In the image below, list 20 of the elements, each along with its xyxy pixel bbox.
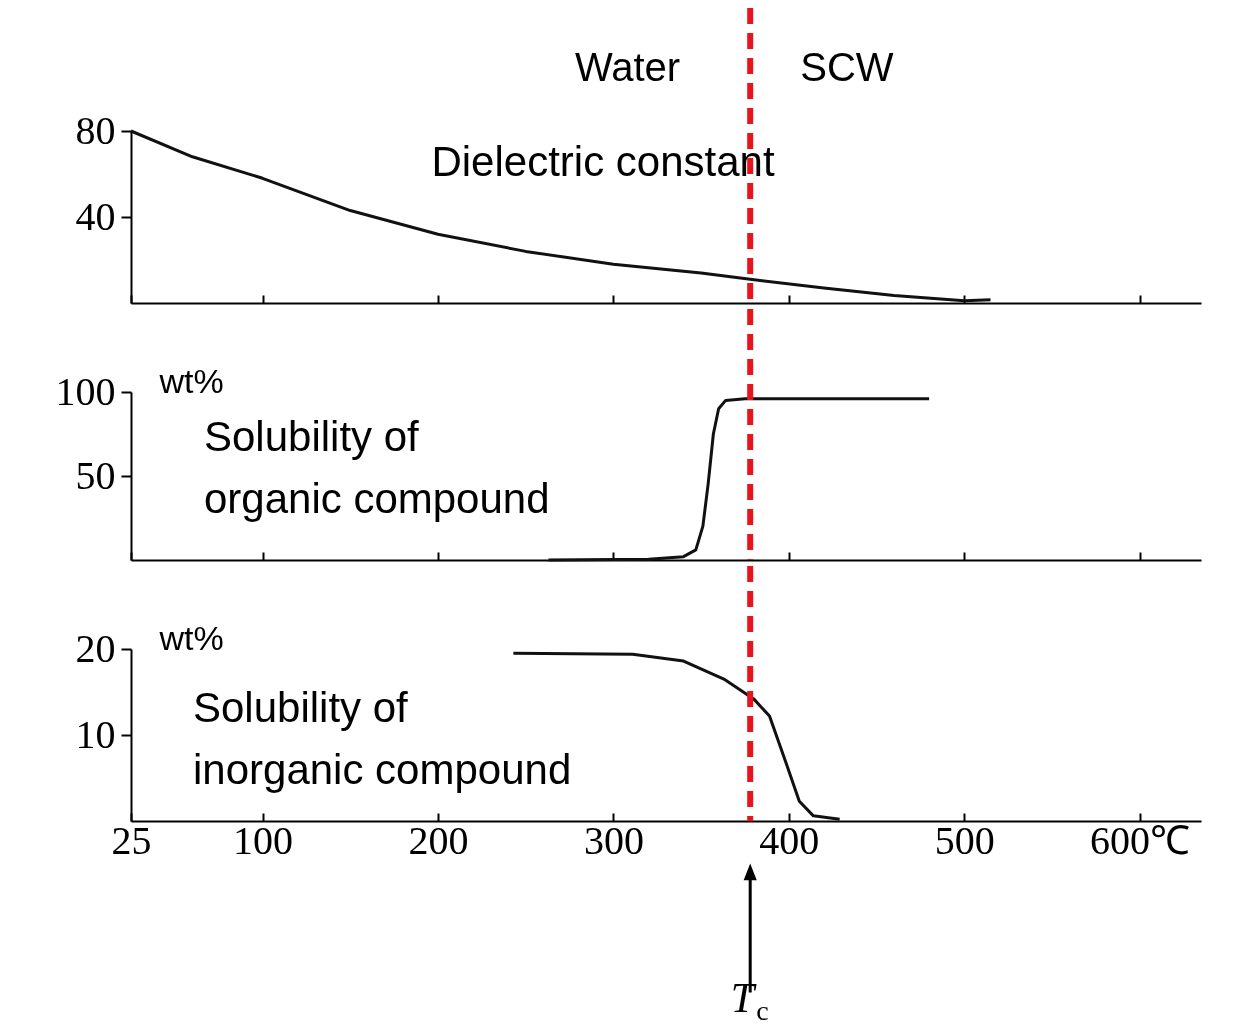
text: Solubility of organic compound bbox=[204, 413, 550, 522]
x-tick-label: 600℃ bbox=[1090, 817, 1191, 863]
y-tick-label: 10 bbox=[75, 711, 116, 757]
y-axis-title: wt% bbox=[158, 618, 224, 657]
text: Water bbox=[574, 45, 681, 89]
x-tick-label: 25 bbox=[111, 817, 152, 863]
x-tick-label: 500 bbox=[934, 817, 995, 863]
text: SCW bbox=[800, 45, 894, 89]
y-tick-label: 40 bbox=[75, 193, 116, 239]
x-tick-label: 100 bbox=[233, 817, 294, 863]
y-tick-label: 80 bbox=[75, 107, 116, 153]
y-tick-label: 50 bbox=[75, 452, 116, 498]
x-tick-label: 400 bbox=[759, 817, 820, 863]
x-tick-label: 200 bbox=[408, 817, 469, 863]
text: Solubility of inorganic compound bbox=[193, 684, 572, 793]
y-tick-label: 20 bbox=[75, 625, 116, 671]
x-tick-label: 300 bbox=[583, 817, 644, 863]
y-tick-label: 100 bbox=[55, 368, 116, 414]
chart-title: Dielectric constant bbox=[431, 138, 775, 185]
y-axis-title: wt% bbox=[158, 361, 224, 400]
